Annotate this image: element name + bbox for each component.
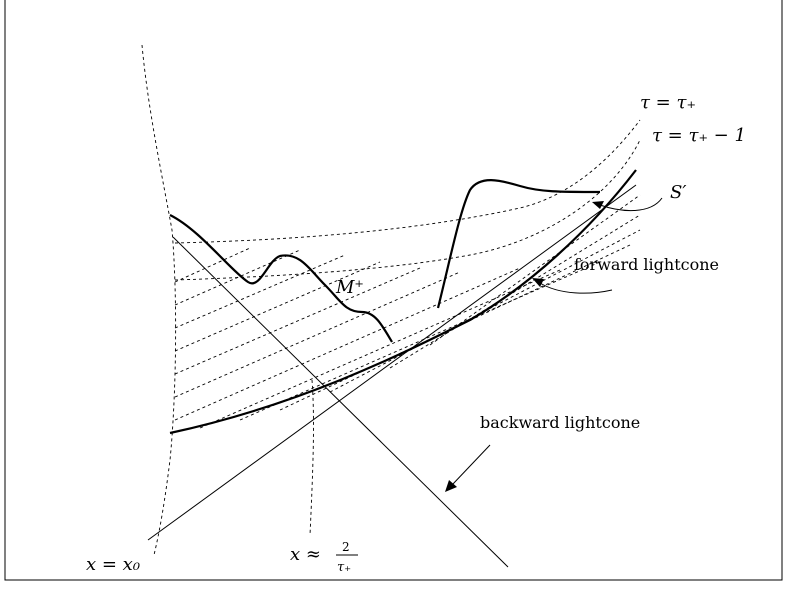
x-approx-curve — [309, 379, 314, 536]
tau-plus-minus-one-curve — [174, 139, 641, 281]
label-backward-lightcone: backward lightcone — [480, 413, 640, 432]
forward-lightcone-pointer — [539, 282, 613, 294]
label-tau-plus: τ = τ₊ — [640, 92, 696, 113]
backward-lightcone-arrowhead — [445, 480, 457, 492]
label-x-approx-numerator: 2 — [342, 540, 350, 554]
diagram-frame — [4, 0, 783, 581]
label-tau-plus-minus-one: τ = τ₊ − 1 — [652, 125, 746, 146]
hatched-region — [174, 194, 641, 429]
label-x-eq-x0: x = x₀ — [86, 554, 140, 575]
label-x-approx: x ≈ — [290, 544, 321, 565]
label-x-approx-denominator: τ₊ — [337, 560, 351, 575]
forward-lightcone-line — [147, 184, 637, 541]
forward-lightcone-arrowhead — [532, 278, 544, 287]
backward-lightcone-line — [172, 236, 509, 568]
m-plus-right-boundary — [436, 179, 601, 309]
label-s-prime: S′ — [670, 182, 686, 203]
s-prime-pointer — [599, 197, 663, 212]
m-plus-upper-boundary — [169, 214, 393, 343]
s-prime-arrowhead — [592, 201, 604, 209]
s-prime-curve — [169, 169, 637, 435]
tau-plus-curve — [174, 119, 641, 244]
label-m-plus: M⁺ — [335, 277, 364, 298]
label-forward-lightcone: forward lightcone — [574, 255, 719, 274]
backward-lightcone-pointer — [451, 444, 491, 486]
x0-boundary — [141, 44, 177, 556]
